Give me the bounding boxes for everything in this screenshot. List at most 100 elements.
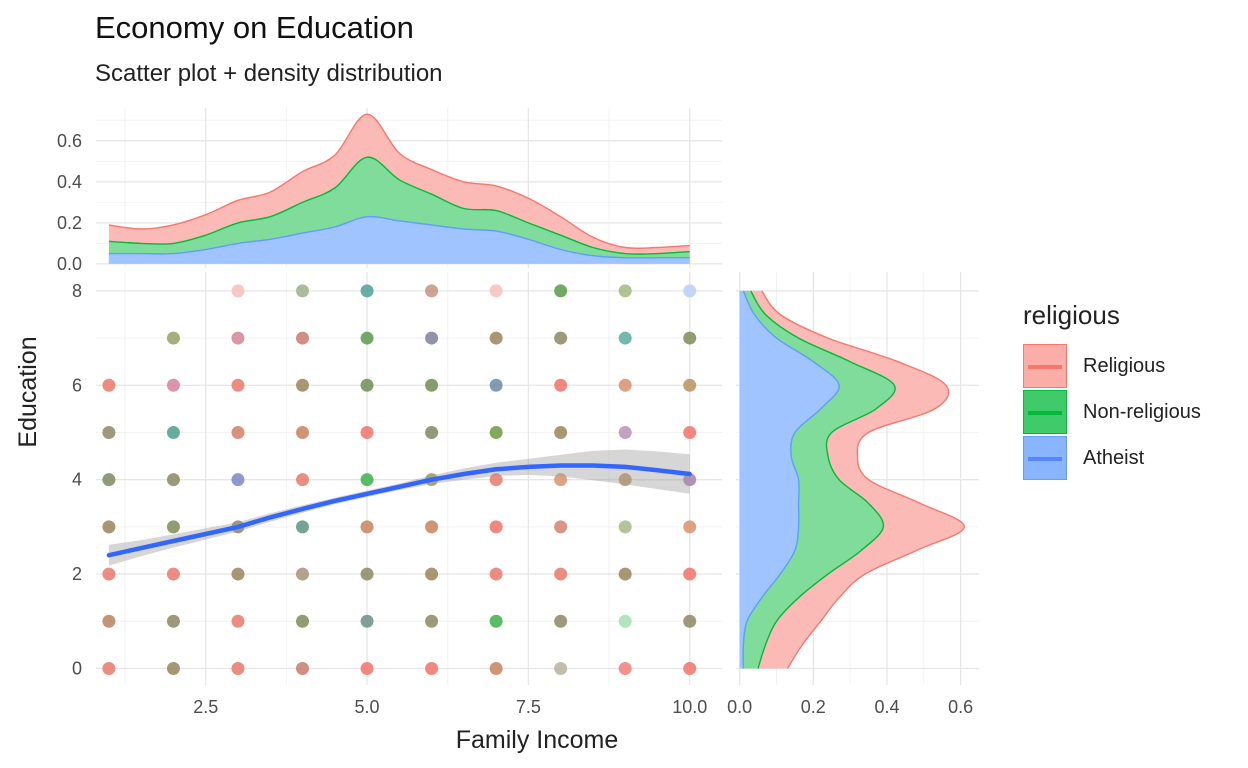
data-point (554, 567, 568, 581)
data-point (618, 520, 632, 534)
density-atheist-line (742, 290, 840, 669)
data-point (489, 425, 503, 439)
density-non-religious-line (750, 290, 896, 669)
top-density-panel: 0.0 0.2 0.4 0.6 (57, 108, 722, 274)
y-tick-label: 2 (72, 564, 82, 584)
data-point (360, 473, 374, 487)
legend-item-atheist: Atheist (1023, 435, 1201, 481)
data-point (296, 425, 310, 439)
data-point (296, 473, 310, 487)
data-point (296, 661, 310, 675)
density-religious-line (761, 290, 965, 669)
data-point (296, 284, 310, 298)
data-point (554, 473, 568, 487)
data-point (166, 378, 180, 392)
y-tick-label: 6 (72, 375, 82, 395)
x-tick-label: 7.5 (516, 697, 541, 717)
y-tick-label: 8 (72, 281, 82, 301)
data-point (166, 425, 180, 439)
density-religious-line (108, 113, 690, 250)
data-point (166, 567, 180, 581)
data-point (489, 473, 503, 487)
data-point (425, 614, 439, 628)
legend-title: religious (1023, 300, 1120, 330)
data-point (166, 331, 180, 345)
x-tick-label: 2.5 (193, 697, 218, 717)
data-point (425, 567, 439, 581)
data-point (683, 567, 697, 581)
data-point (489, 284, 503, 298)
data-point (425, 331, 439, 345)
y-axis-title: Education (14, 336, 42, 447)
density-atheist-line (108, 215, 690, 259)
data-point (360, 425, 374, 439)
density-atheist-area (739, 290, 840, 669)
data-point (554, 425, 568, 439)
data-point (360, 567, 374, 581)
data-point (360, 614, 374, 628)
data-point (554, 661, 568, 675)
smooth-line (106, 463, 692, 558)
data-point (554, 520, 568, 534)
data-point (231, 473, 245, 487)
data-point (425, 378, 439, 392)
legend-item-non-religious: Non-religious (1023, 389, 1201, 435)
data-point (166, 661, 180, 675)
data-point (489, 378, 503, 392)
y-tick-label: 0 (72, 658, 82, 678)
data-point (489, 520, 503, 534)
data-point (102, 378, 116, 392)
right-x-tick-label: 0.6 (948, 697, 973, 717)
density-atheist-area (108, 216, 690, 264)
data-point (425, 284, 439, 298)
data-point (618, 425, 632, 439)
data-point (554, 614, 568, 628)
data-point (618, 567, 632, 581)
legend-key-atheist (1023, 436, 1067, 480)
chart-title: Economy on Education (95, 10, 414, 45)
data-point (683, 378, 697, 392)
legend-item-religious: Religious (1023, 343, 1201, 389)
data-point (618, 378, 632, 392)
data-point (231, 331, 245, 345)
data-point (102, 567, 116, 581)
data-point (618, 614, 632, 628)
data-point (231, 614, 245, 628)
top-y-tick-label: 0.2 (57, 213, 82, 233)
data-point (102, 661, 116, 675)
data-point (683, 473, 697, 487)
right-x-tick-label: 0.2 (801, 697, 826, 717)
y-tick-label: 4 (72, 470, 82, 490)
data-point (425, 520, 439, 534)
x-tick-label: 10.0 (672, 697, 707, 717)
data-point (489, 331, 503, 345)
data-point (360, 661, 374, 675)
data-point (360, 284, 374, 298)
data-point (489, 614, 503, 628)
data-point (166, 614, 180, 628)
right-x-tick-label: 0.4 (874, 697, 899, 717)
legend-key-non-religious (1023, 390, 1067, 434)
data-point (489, 661, 503, 675)
data-point (296, 520, 310, 534)
legend-label: Atheist (1083, 446, 1145, 469)
right-x-tick-label: 0.0 (727, 697, 752, 717)
legend: religious Religious Non-religious Atheis… (1023, 300, 1201, 481)
data-point (554, 378, 568, 392)
data-point (102, 473, 116, 487)
data-point (683, 331, 697, 345)
data-point (231, 284, 245, 298)
scatter-panel: 2.5 5.0 7.5 10.0 0 2 4 6 8 (72, 272, 722, 717)
data-point (360, 331, 374, 345)
data-point (296, 567, 310, 581)
data-point (102, 520, 116, 534)
data-point (102, 614, 116, 628)
data-point (618, 661, 632, 675)
data-point (296, 614, 310, 628)
data-point (360, 520, 374, 534)
data-point (489, 567, 503, 581)
data-point (618, 331, 632, 345)
data-point (360, 378, 374, 392)
data-point (296, 378, 310, 392)
